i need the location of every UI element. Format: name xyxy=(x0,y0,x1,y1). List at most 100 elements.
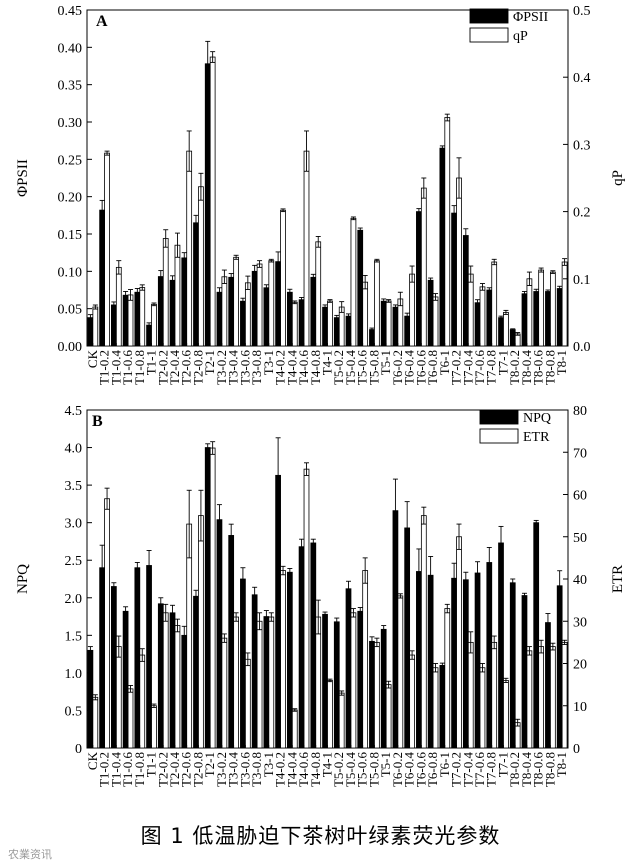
error-bar-ΦPSII-T3-0.8 xyxy=(252,264,258,278)
error-bar-ETR-T5-0.8 xyxy=(374,637,380,648)
bar-ETR-T5-0.6 xyxy=(362,570,369,749)
error-bar-ΦPSII-T5-0.2 xyxy=(334,314,340,321)
bar-NPQ-T2-0.8 xyxy=(193,595,199,749)
panel-letter: B xyxy=(92,413,103,430)
x-tick-label: T6-0.4 xyxy=(402,752,417,788)
error-bar-ETR-T5-0.4 xyxy=(350,608,356,618)
left-tick-label: 4.5 xyxy=(65,404,83,419)
error-bar-ETR-T5-0.2 xyxy=(339,690,345,696)
left-tick-label: 0.25 xyxy=(58,153,83,168)
x-tick-label: T4-0.6 xyxy=(296,752,311,788)
left-tick-label: 1.5 xyxy=(65,629,83,644)
bar-qP-T2-0.8 xyxy=(198,186,204,347)
bar-ETR-T3-0.6 xyxy=(244,658,251,749)
error-bar-ETR-T6-0.2 xyxy=(397,593,403,599)
x-tick-label: T1-1 xyxy=(144,752,159,777)
bar-qP-T7-0.8 xyxy=(491,261,498,347)
bar-qP-T4-0.6 xyxy=(303,150,310,347)
x-tick-label: T5-0.6 xyxy=(355,752,370,788)
bar-qP-T8-0.8 xyxy=(550,271,556,347)
x-tick-label: T2-1 xyxy=(202,752,217,777)
error-bar-ETR-T5-1 xyxy=(386,680,392,689)
error-bar-ΦPSII-T8-0.4 xyxy=(521,291,527,297)
error-bar-NPQ-T1-0.6 xyxy=(123,606,129,617)
error-bar-ETR-T7-0.8 xyxy=(491,635,497,650)
x-tick-label: T7-0.4 xyxy=(460,752,475,788)
bar-NPQ-T5-0.4 xyxy=(345,588,352,749)
bar-ETR-T4-0.4 xyxy=(291,709,298,749)
left-tick-label: 3.5 xyxy=(65,479,83,494)
error-bar-ΦPSII-T2-0.6 xyxy=(181,252,187,264)
bar-NPQ-T3-0.2 xyxy=(216,519,223,749)
bar-ETR-T1-0.6 xyxy=(127,688,134,749)
error-bar-ΦPSII-T6-0.4 xyxy=(404,312,410,320)
left-tick-label: 2.5 xyxy=(65,554,83,569)
bar-ETR-T5-0.8 xyxy=(374,641,380,749)
error-bar-qP-T4-1 xyxy=(327,299,333,303)
x-tick-label: T3-0.4 xyxy=(226,350,241,386)
x-tick-label: T4-0.8 xyxy=(308,350,323,385)
bar-ETR-T7-0.4 xyxy=(467,641,474,749)
bar-qP-T7-0.2 xyxy=(456,177,462,347)
bar-NPQ-T1-1 xyxy=(146,565,152,749)
x-tick-label: T4-1 xyxy=(320,752,335,777)
error-bar-ETR-T3-0.4 xyxy=(233,612,239,622)
x-tick-label: T8-1 xyxy=(554,752,569,777)
bar-qP-T8-0.2 xyxy=(514,333,521,347)
error-bar-qP-T7-1 xyxy=(503,309,509,315)
bar-NPQ-T1-0.6 xyxy=(122,610,129,749)
bar-NPQ-T6-0.8 xyxy=(427,574,434,749)
right-tick-label: 10 xyxy=(573,700,587,715)
error-bar-ΦPSII-T2-1 xyxy=(205,40,211,87)
bar-qP-T5-0.4 xyxy=(350,217,357,347)
error-bar-ΦPSII-T5-0.8 xyxy=(369,327,375,332)
x-tick-label: T7-0.4 xyxy=(460,350,475,386)
bar-ΦPSII-T2-0.8 xyxy=(193,222,199,347)
error-bar-ΦPSII-T2-0.4 xyxy=(170,275,176,286)
right-tick-label: 40 xyxy=(573,573,587,588)
bar-ΦPSII-T8-0.2 xyxy=(509,329,516,347)
error-bar-ETR-T4-0.8 xyxy=(315,599,321,635)
x-tick-label: T3-1 xyxy=(261,752,276,777)
bar-ΦPSII-T1-1 xyxy=(146,324,152,347)
bar-ETR-T3-1 xyxy=(268,616,275,749)
x-tick-label: T8-0.6 xyxy=(531,752,546,788)
error-bar-qP-T5-1 xyxy=(386,299,392,303)
x-tick-label: CK xyxy=(85,751,100,770)
bar-ETR-T5-0.2 xyxy=(338,692,345,749)
x-tick-label: T5-1 xyxy=(378,752,393,777)
error-bar-ΦPSII-T2-0.2 xyxy=(158,270,164,283)
right-tick-label: 0.3 xyxy=(573,138,591,153)
right-tick-label: 0.4 xyxy=(573,71,591,86)
error-bar-qP-T1-0.8 xyxy=(139,284,145,291)
x-tick-label: T8-1 xyxy=(554,350,569,375)
bar-qP-T2-0.2 xyxy=(162,238,169,347)
x-tick-label: T6-0.2 xyxy=(390,752,405,787)
error-bar-NPQ-T5-0.6 xyxy=(357,607,363,616)
error-bar-qP-T1-0.6 xyxy=(128,289,134,301)
left-tick-label: 0.05 xyxy=(58,303,83,318)
x-tick-label: T1-0.4 xyxy=(108,350,123,386)
legend-label-NPQ: NPQ xyxy=(523,411,551,426)
bar-qP-T4-0.4 xyxy=(291,301,298,347)
error-bar-NPQ-T7-0.2 xyxy=(451,562,457,594)
x-tick-label: T6-0.6 xyxy=(413,752,428,788)
bar-ETR-T2-0.8 xyxy=(198,515,204,749)
x-tick-label: T7-1 xyxy=(495,350,510,375)
panel-letter: A xyxy=(96,13,108,30)
error-bar-ETR-T5-0.6 xyxy=(362,557,368,584)
bar-ETR-T4-0.2 xyxy=(280,570,286,749)
right-tick-label: 80 xyxy=(573,404,587,419)
x-tick-label: T4-0.2 xyxy=(273,350,288,385)
error-bar-qP-CK xyxy=(92,304,98,310)
error-bar-NPQ-T1-0.4 xyxy=(111,582,117,591)
error-bar-ETR-T7-0.6 xyxy=(479,663,485,673)
x-tick-label: T1-0.2 xyxy=(97,350,112,385)
bar-NPQ-T6-0.6 xyxy=(416,571,422,749)
right-axis-title: ETR xyxy=(610,565,626,593)
error-bar-ΦPSII-T8-1 xyxy=(557,285,563,292)
legend-swatch-NPQ xyxy=(479,409,519,425)
bar-NPQ-T4-0.2 xyxy=(275,474,281,749)
error-bar-NPQ-T6-0.2 xyxy=(392,478,398,543)
legend: ΦPSII qP xyxy=(469,8,548,44)
